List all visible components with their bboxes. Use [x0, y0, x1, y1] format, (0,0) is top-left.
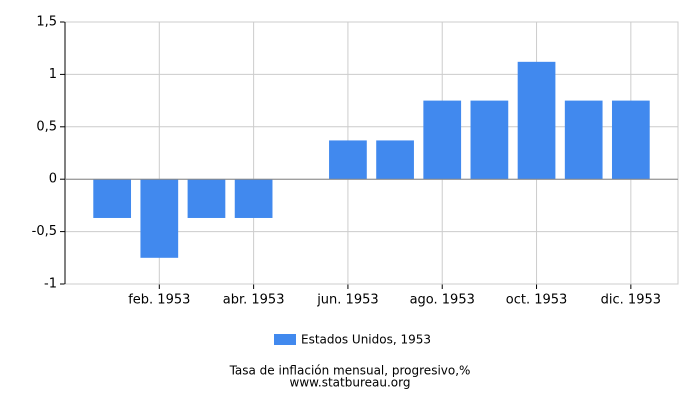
y-tick-label: 1,5 [36, 15, 57, 30]
bar [611, 100, 650, 180]
bar [423, 100, 462, 180]
x-tick-label: abr. 1953 [223, 293, 285, 308]
chart-title: Tasa de inflación mensual, progresivo,% [229, 364, 471, 378]
y-tick-label: -0,5 [32, 224, 57, 239]
legend-label: Estados Unidos, 1953 [301, 333, 431, 347]
y-tick-label: 1 [49, 67, 57, 82]
legend-swatch [274, 334, 296, 345]
bar [234, 179, 273, 218]
y-tick-label: 0,5 [36, 119, 57, 134]
source: www.statbureau.org [290, 376, 411, 390]
x-tick-label: oct. 1953 [506, 293, 568, 308]
y-tick-label: -1 [44, 277, 57, 292]
x-tick-label: ago. 1953 [410, 293, 475, 308]
x-tick-label: dic. 1953 [601, 293, 661, 308]
bar [376, 140, 414, 180]
bar [564, 100, 603, 180]
bar [93, 179, 132, 218]
x-tick-label: feb. 1953 [128, 293, 190, 308]
bar [470, 100, 509, 180]
x-tick-label: jun. 1953 [316, 293, 378, 308]
bar [187, 179, 226, 218]
bar [329, 140, 367, 180]
bar [140, 179, 179, 258]
y-tick-label: 0 [49, 172, 57, 187]
bar [517, 61, 556, 180]
